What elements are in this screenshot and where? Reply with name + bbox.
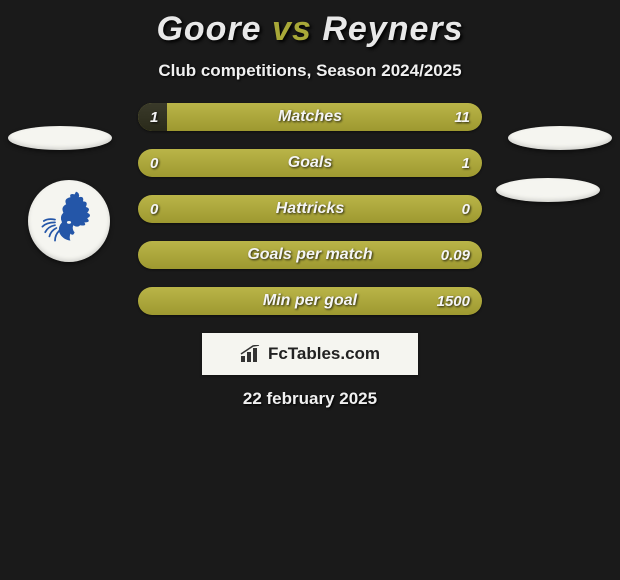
logo-right-1 [508, 126, 612, 150]
chart-icon [240, 345, 262, 363]
title-vs: vs [272, 10, 312, 48]
page-title: Goore vs Reyners [0, 10, 620, 49]
stat-bar: Hattricks0 0 [138, 195, 482, 223]
stat-bar: Matches111 [138, 103, 482, 131]
stat-value-right: 1 [462, 149, 470, 177]
stat-bar: Min per goal1500 [138, 287, 482, 315]
logo-left-2 [28, 180, 110, 262]
stat-label: Goals per match [138, 241, 482, 269]
comparison-card: Goore vs Reyners Club competitions, Seas… [0, 0, 620, 440]
stat-label: Hattricks [138, 195, 482, 223]
site-badge: FcTables.com [202, 333, 418, 375]
logo-left-1 [8, 126, 112, 150]
stat-bar: Goals per match0.09 [138, 241, 482, 269]
stat-value-right: 11 [454, 103, 470, 131]
stat-label: Min per goal [138, 287, 482, 315]
comparison-bars: Matches111Goals01Hattricks00Goals per ma… [138, 103, 482, 315]
stat-value-left: 0 [150, 195, 158, 223]
title-player1: Goore [156, 10, 261, 48]
stat-value-left: 1 [150, 103, 158, 131]
stat-value-right: 1500 [437, 287, 470, 315]
stat-value-left: 0 [150, 149, 158, 177]
stat-bar: Goals0 1 [138, 149, 482, 177]
stat-label: Goals [138, 149, 482, 177]
logo-right-2 [496, 178, 600, 202]
footer-date: 22 february 2025 [0, 389, 620, 409]
stat-label: Matches [138, 103, 482, 131]
title-player2: Reyners [322, 10, 463, 48]
subtitle: Club competitions, Season 2024/2025 [0, 61, 620, 81]
chief-icon [34, 186, 104, 256]
site-name: FcTables.com [268, 344, 380, 364]
stat-value-right: 0.09 [441, 241, 470, 269]
stat-value-right: 0 [462, 195, 470, 223]
